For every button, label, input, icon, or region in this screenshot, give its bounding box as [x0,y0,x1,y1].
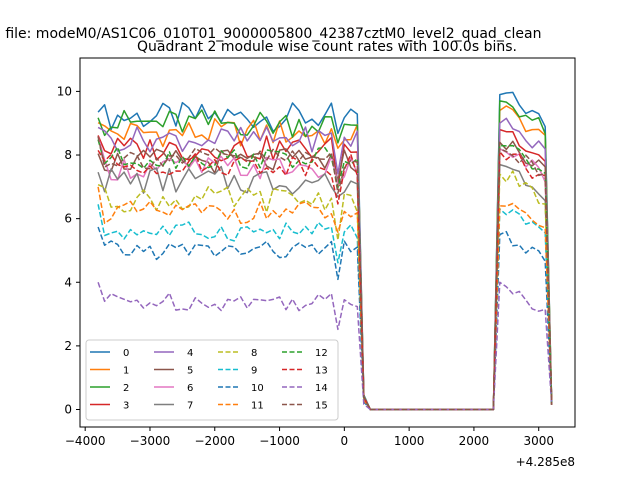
x-offset-label: +4.285e8 [516,455,575,469]
legend-label-4: 4 [187,348,193,359]
legend-label-1: 1 [123,366,129,377]
x-tick-label: 3000 [523,434,554,448]
legend-label-13: 13 [315,366,328,377]
x-tick-label: −4000 [65,434,106,448]
legend-label-14: 14 [315,383,328,394]
x-axis: −4000 −3000 −2000 −1000 0 1000 2000 3000 [65,427,554,448]
y-tick-label: 6 [64,212,72,226]
legend-label-8: 8 [251,348,257,359]
legend-label-11: 11 [251,401,264,412]
series-line-15 [97,136,553,411]
legend-label-10: 10 [251,383,264,394]
x-tick-label: −1000 [259,434,300,448]
x-tick-label: 1000 [394,434,425,448]
y-tick-label: 0 [64,403,72,417]
x-tick-label: −2000 [194,434,235,448]
y-tick-label: 8 [64,148,72,162]
axes-frame [79,57,576,428]
x-tick-label: 0 [341,434,349,448]
y-tick-label: 10 [57,84,72,98]
legend-label-0: 0 [123,348,129,359]
chart-title: Quadrant 2 module wise count rates with … [137,39,517,55]
legend-label-7: 7 [187,401,193,412]
y-tick-label: 2 [64,339,72,353]
legend-label-6: 6 [187,383,193,394]
legend-label-9: 9 [251,366,257,377]
plot-area [97,91,553,411]
series-line-14 [97,281,553,411]
legend-box [85,339,339,421]
x-tick-label: −3000 [130,434,171,448]
y-tick-label: 4 [64,275,72,289]
legend-label-2: 2 [123,383,129,394]
legend-label-5: 5 [187,366,193,377]
x-tick-label: 2000 [459,434,490,448]
y-axis: 0 2 4 6 8 10 [57,84,80,417]
legend-label-3: 3 [123,401,129,412]
legend-label-15: 15 [315,401,328,412]
legend-label-12: 12 [315,348,328,359]
figure-suptitle: n file: modeM0/AS1C06_010T01_9000005800_… [0,26,541,42]
